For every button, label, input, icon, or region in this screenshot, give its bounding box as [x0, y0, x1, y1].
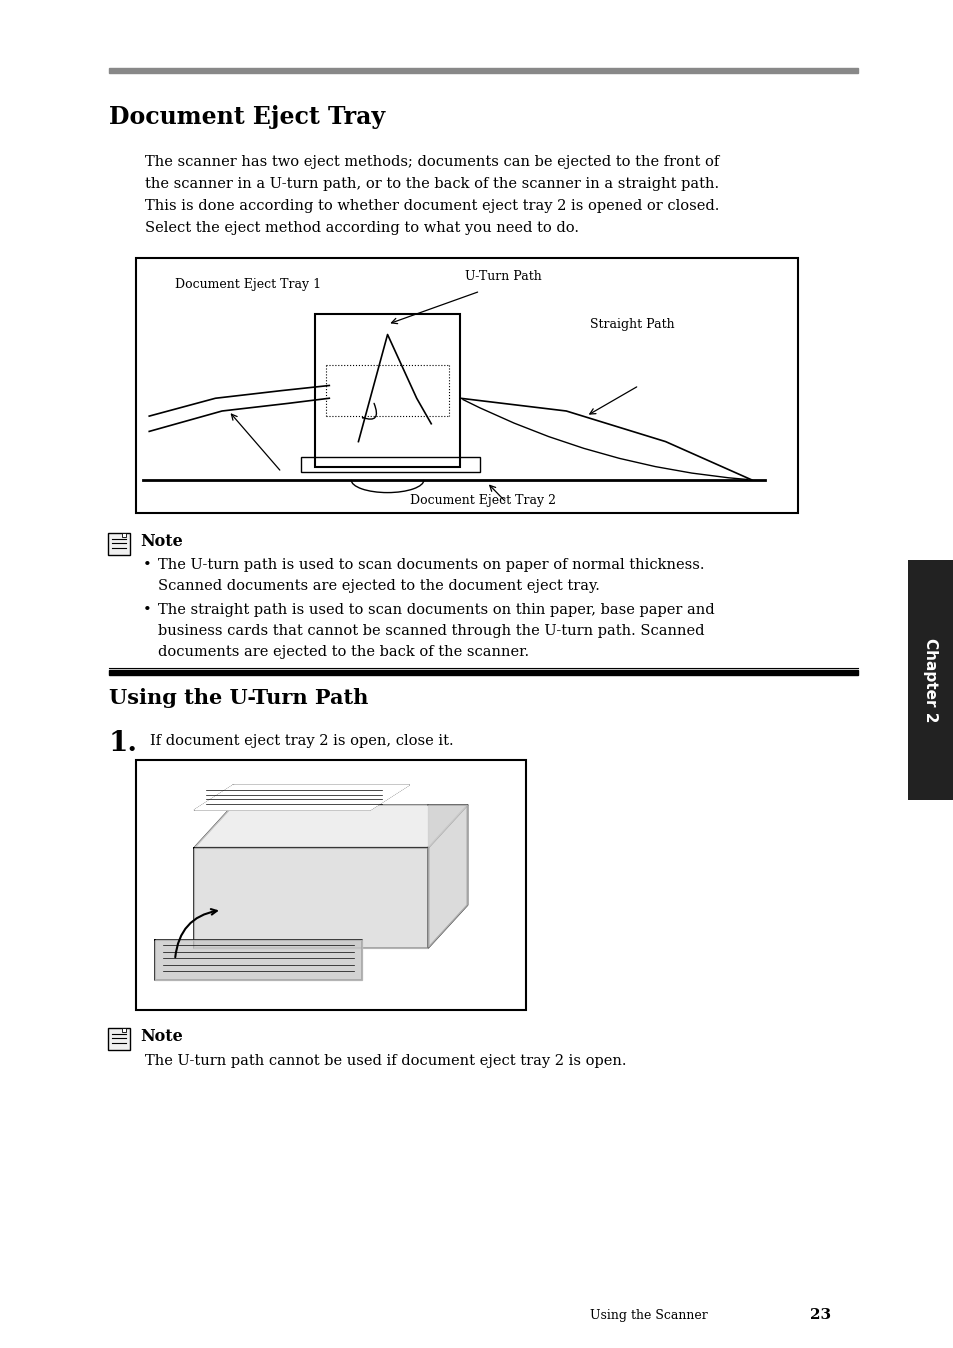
Text: U-Turn Path: U-Turn Path [464, 270, 541, 283]
Text: Using the Scanner: Using the Scanner [589, 1309, 707, 1321]
Bar [108, 532, 130, 555]
Text: If document eject tray 2 is open, close it.: If document eject tray 2 is open, close … [150, 735, 453, 748]
Polygon shape [155, 940, 362, 980]
Bar [136, 760, 525, 1010]
Bar [907, 559, 953, 799]
Bar [314, 314, 460, 468]
Text: Note: Note [140, 532, 183, 550]
Text: Scanned documents are ejected to the document eject tray.: Scanned documents are ejected to the doc… [158, 580, 599, 593]
Bar [122, 532, 126, 538]
Text: The U-turn path cannot be used if document eject tray 2 is open.: The U-turn path cannot be used if docume… [145, 1054, 626, 1068]
Bar [109, 670, 857, 675]
FancyArrowPatch shape [462, 399, 746, 480]
Text: Straight Path: Straight Path [589, 318, 674, 332]
Bar [301, 457, 479, 472]
Text: 23: 23 [809, 1308, 830, 1322]
Text: •: • [143, 558, 152, 572]
Text: Document Eject Tray 2: Document Eject Tray 2 [410, 493, 556, 507]
FancyArrowPatch shape [362, 403, 376, 419]
Text: Document Eject Tray: Document Eject Tray [109, 105, 385, 129]
Text: the scanner in a U-turn path, or to the back of the scanner in a straight path.: the scanner in a U-turn path, or to the … [145, 177, 719, 191]
Text: Select the eject method according to what you need to do.: Select the eject method according to wha… [145, 221, 578, 235]
Text: The scanner has two eject methods; documents can be ejected to the front of: The scanner has two eject methods; docum… [145, 155, 719, 168]
Polygon shape [194, 805, 467, 848]
Text: Using the U-Turn Path: Using the U-Turn Path [109, 687, 368, 708]
Text: Note: Note [140, 1029, 183, 1045]
Bar [109, 67, 857, 73]
Text: Chapter 2: Chapter 2 [923, 638, 938, 723]
Text: Document Eject Tray 1: Document Eject Tray 1 [174, 278, 321, 291]
Polygon shape [194, 785, 409, 810]
Bar [122, 1029, 126, 1033]
Text: documents are ejected to the back of the scanner.: documents are ejected to the back of the… [158, 644, 529, 659]
Text: 1.: 1. [109, 731, 138, 758]
Text: The straight path is used to scan documents on thin paper, base paper and: The straight path is used to scan docume… [158, 603, 714, 617]
Bar [108, 1029, 130, 1050]
Text: This is done according to whether document eject tray 2 is opened or closed.: This is done according to whether docume… [145, 200, 719, 213]
Polygon shape [428, 805, 467, 948]
Text: business cards that cannot be scanned through the U-turn path. Scanned: business cards that cannot be scanned th… [158, 624, 703, 638]
Polygon shape [194, 848, 428, 948]
Text: The U-turn path is used to scan documents on paper of normal thickness.: The U-turn path is used to scan document… [158, 558, 703, 572]
Bar [136, 257, 797, 514]
Text: •: • [143, 603, 152, 617]
